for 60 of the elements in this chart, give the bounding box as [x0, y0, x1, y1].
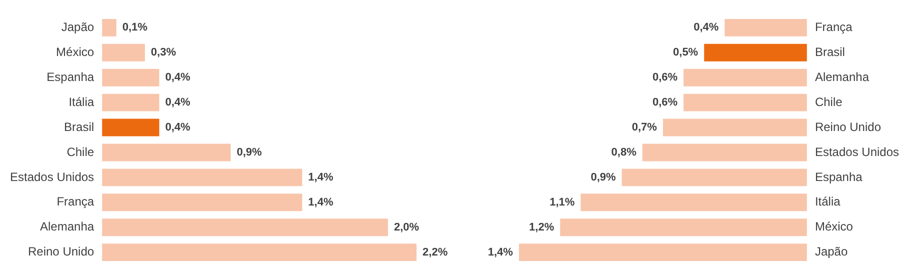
data-label: 2,2% — [422, 246, 448, 258]
bar — [642, 144, 807, 162]
y-tick-label: Itália — [68, 94, 94, 109]
y-tick-label: Chile — [814, 94, 843, 109]
data-label: 1,4% — [308, 171, 334, 184]
bar — [580, 194, 807, 212]
data-label: 0,4% — [165, 96, 191, 109]
y-tick-label: Alemanha — [40, 220, 94, 234]
data-label: 0,9% — [236, 146, 262, 159]
data-label: 0,9% — [590, 171, 616, 184]
bar — [560, 218, 807, 236]
data-label: 2,0% — [394, 221, 420, 234]
y-tick-label: México — [814, 220, 854, 234]
bar — [684, 68, 807, 86]
bar — [102, 144, 231, 162]
bar — [704, 44, 807, 62]
data-label: 0,6% — [652, 72, 678, 84]
bar — [102, 94, 160, 112]
bar — [684, 94, 807, 112]
bar — [102, 118, 160, 136]
y-tick-label: França — [56, 194, 94, 209]
data-label: 0,7% — [632, 122, 658, 134]
data-label: 0,4% — [694, 22, 719, 34]
y-tick-label: Chile — [66, 144, 94, 159]
data-label: 0,5% — [673, 46, 698, 59]
y-tick-label: Espanha — [46, 70, 94, 84]
data-label: 0,4% — [165, 72, 191, 84]
data-label: 0,8% — [611, 146, 637, 159]
data-label: 0,1% — [122, 22, 148, 34]
y-tick-label: Japão — [61, 20, 94, 34]
bar — [662, 118, 807, 136]
y-tick-label: Reino Unido — [814, 120, 882, 134]
data-label: 1,4% — [308, 196, 334, 208]
data-label: 0,6% — [652, 96, 678, 109]
bar — [102, 168, 302, 186]
y-tick-label: México — [56, 44, 94, 59]
bar — [518, 244, 807, 262]
data-label: 1,1% — [550, 196, 575, 208]
data-label: 1,2% — [529, 221, 554, 234]
data-label: 1,4% — [488, 246, 514, 258]
bar — [102, 194, 302, 212]
y-tick-label: Alemanha — [814, 70, 870, 84]
y-tick-label: Brasil — [814, 44, 845, 59]
y-tick-label: Itália — [814, 194, 841, 209]
data-label: 0,3% — [150, 46, 176, 59]
bar — [102, 244, 417, 262]
bar — [102, 44, 145, 62]
y-tick-label: Espanha — [814, 170, 863, 184]
y-tick-label: Brasil — [64, 120, 94, 134]
bar — [102, 68, 160, 86]
y-tick-label: Reino Unido — [28, 244, 94, 259]
y-tick-label: Japão — [814, 244, 848, 259]
y-tick-label: França — [814, 20, 853, 34]
bar — [102, 18, 116, 36]
bar — [724, 18, 807, 36]
y-tick-label: Estados Unidos — [814, 144, 899, 159]
y-tick-label: Estados Unidos — [10, 170, 94, 184]
bar — [622, 168, 807, 186]
bar — [102, 218, 388, 236]
data-label: 0,4% — [165, 122, 191, 134]
